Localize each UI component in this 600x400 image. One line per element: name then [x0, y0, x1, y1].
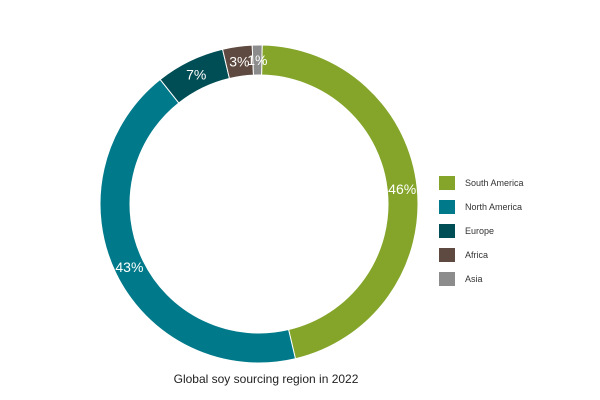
legend-swatch-asia	[439, 272, 455, 286]
legend-label-africa: Africa	[465, 250, 488, 260]
legend-swatch-north-america	[439, 200, 455, 214]
legend-swatch-south-america	[439, 176, 455, 190]
slice-label-south-america: 46%	[388, 181, 416, 197]
slice-label-europe: 7%	[186, 66, 206, 82]
slice-label-africa: 3%	[229, 53, 249, 69]
slice-label-asia: 1%	[247, 52, 267, 68]
chart-title: Global soy sourcing region in 2022	[173, 372, 359, 386]
slice-labels: 46% 43% 7% 3%1%	[115, 52, 416, 275]
legend-swatch-africa	[439, 248, 455, 262]
legend-label-south-america: South America	[465, 178, 524, 188]
legend: South America North America Europe Africa As…	[439, 176, 524, 286]
legend-label-europe: Europe	[465, 226, 494, 236]
slice-south-america	[261, 44, 419, 360]
slice-asia	[251, 44, 263, 76]
legend-label-asia: Asia	[465, 274, 483, 284]
legend-swatch-europe	[439, 224, 455, 238]
legend-label-north-america: North America	[465, 202, 522, 212]
donut-slices	[99, 44, 419, 364]
slice-north-america	[99, 78, 297, 364]
slice-label-north-america: 43%	[115, 259, 143, 275]
